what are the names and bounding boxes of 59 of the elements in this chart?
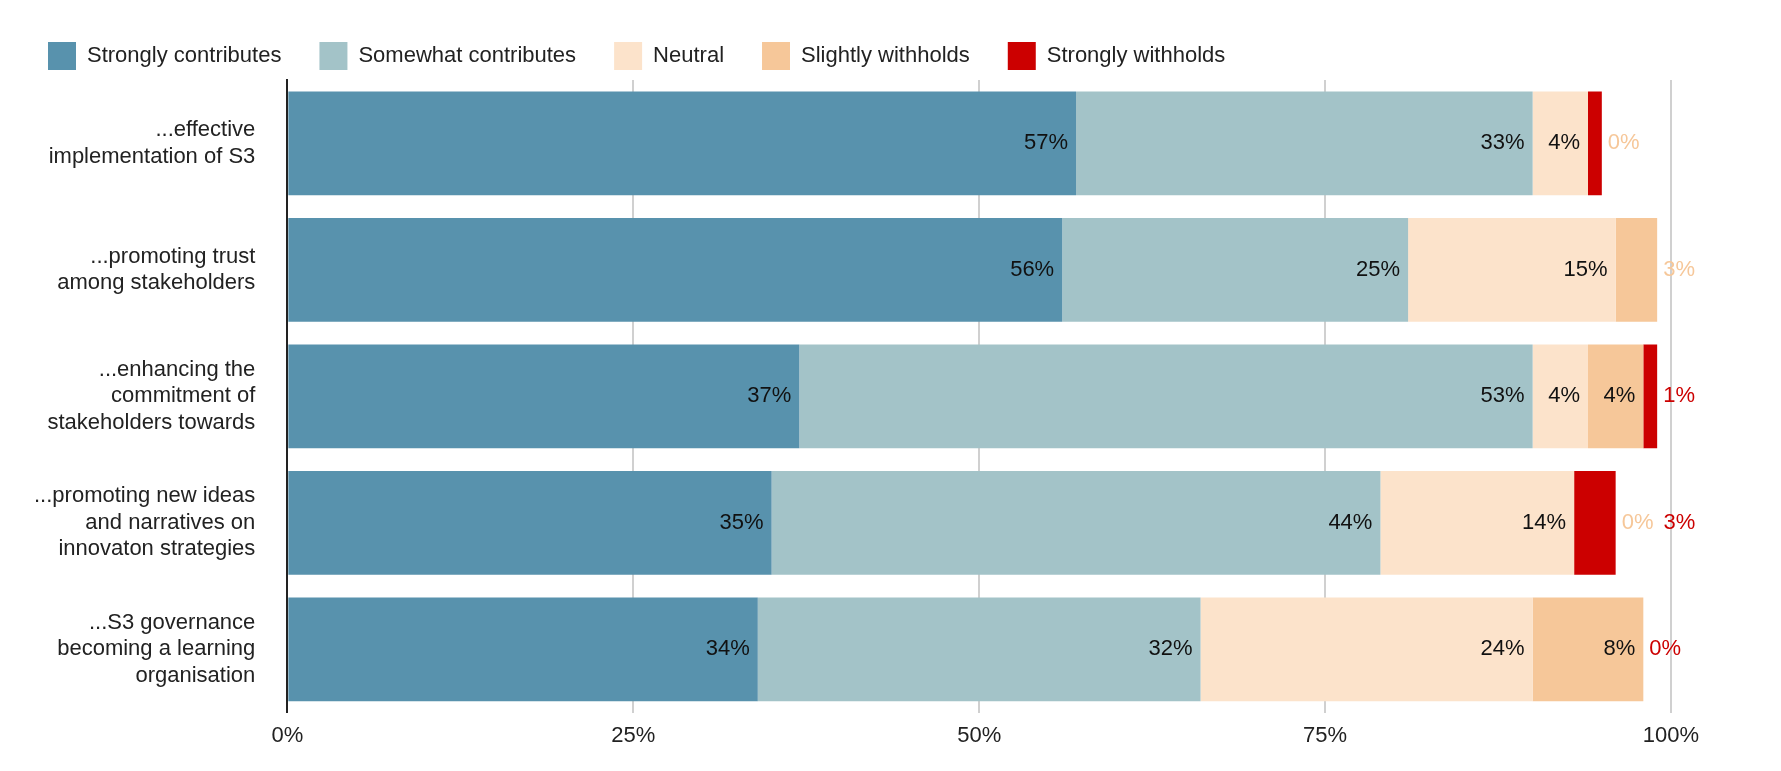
- data-label: 14%: [1522, 508, 1567, 534]
- bar: [1587, 91, 1602, 196]
- data-label: 35%: [719, 508, 764, 534]
- data-label: 1%: [1663, 382, 1695, 408]
- bar: [1532, 344, 1588, 449]
- data-label: 0%: [1649, 635, 1682, 661]
- data-label: 25%: [1356, 255, 1401, 281]
- data-label: 56%: [1010, 255, 1055, 281]
- y-tick-label: ...promoting trust among stakeholders: [57, 242, 256, 295]
- data-label: 44%: [1328, 508, 1373, 534]
- data-label: 0%: [1621, 508, 1654, 534]
- x-tick-label: 0%: [271, 721, 304, 747]
- data-label: 3%: [1663, 255, 1695, 281]
- bar: [1062, 217, 1409, 322]
- data-label: 53%: [1480, 382, 1525, 408]
- legend-label: Strongly withholds: [1046, 42, 1226, 68]
- x-tick-label: 50%: [957, 721, 1002, 747]
- bar: [1574, 470, 1616, 575]
- legend-label: Slightly withholds: [801, 42, 970, 68]
- bar: [288, 217, 1063, 322]
- x-tick-label: 75%: [1303, 721, 1348, 747]
- data-label: 0%: [1607, 129, 1640, 155]
- data-label: 4%: [1548, 382, 1580, 408]
- bar: [1380, 470, 1575, 575]
- y-tick-label: ...effective implementation of S3: [48, 116, 256, 168]
- y-tick-label: ...promoting new ideas and narratives on innovaton strategies: [34, 482, 256, 561]
- bar: [1532, 91, 1588, 196]
- bar: [288, 470, 772, 575]
- bar: [1408, 217, 1616, 322]
- data-label: 8%: [1603, 635, 1636, 661]
- data-label: 37%: [747, 382, 792, 408]
- bar: [1615, 217, 1658, 322]
- data-label: 4%: [1548, 129, 1580, 155]
- bar: [288, 597, 758, 702]
- y-tick-label: ...enhancing the commitment of stakeholders towards: [47, 355, 257, 434]
- data-label: 34%: [705, 635, 750, 661]
- data-label: 57%: [1023, 129, 1069, 155]
- data-label: 32%: [1148, 635, 1193, 661]
- bar: [771, 470, 1381, 575]
- bar: [1076, 91, 1533, 196]
- x-tick-label: 100%: [1642, 721, 1700, 747]
- bar: [288, 344, 800, 449]
- bar: [1532, 597, 1644, 702]
- x-tick-label: 25%: [611, 721, 656, 747]
- legend-label: Strongly contributes: [87, 42, 282, 68]
- bar: [1643, 344, 1658, 449]
- bar: [1587, 344, 1644, 449]
- bar: [1200, 597, 1533, 702]
- data-label: 24%: [1480, 635, 1525, 661]
- legend-label: Neutral: [653, 42, 725, 68]
- y-tick-label: ...S3 governance becoming a learning organisation: [57, 609, 256, 687]
- data-label: 4%: [1603, 382, 1636, 408]
- bar: [757, 597, 1201, 702]
- data-label: 15%: [1563, 255, 1608, 281]
- bar: [799, 344, 1533, 449]
- legend-label: Somewhat contributes: [358, 42, 577, 68]
- data-label: 33%: [1480, 129, 1525, 155]
- data-label: 3%: [1663, 508, 1696, 534]
- bar: [288, 91, 1077, 196]
